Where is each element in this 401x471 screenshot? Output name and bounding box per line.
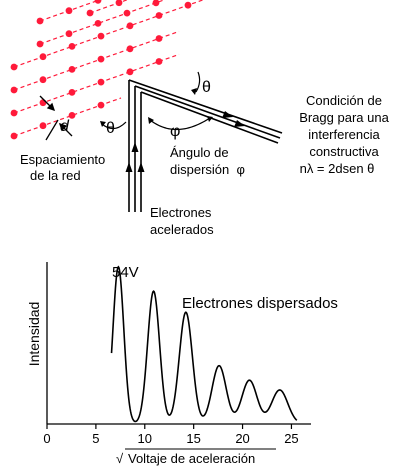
label-theta-left: θ — [106, 120, 115, 137]
x-tick-group: 0 5 10 15 20 25 — [43, 424, 299, 446]
electrons-line-1: Electrones — [150, 205, 212, 220]
scattering-angle-label: Ángulo de dispersión φ — [170, 145, 245, 177]
intensity-curve — [110, 265, 298, 423]
lattice-atom — [97, 32, 105, 40]
bragg-line-3: interferencia — [308, 127, 380, 142]
lattice-atom — [155, 35, 163, 42]
bragg-formula: nλ = 2dsen θ — [300, 161, 375, 176]
label-d: d — [60, 118, 70, 135]
lattice-atom — [39, 53, 47, 61]
angle-line-2: dispersión φ — [170, 162, 245, 177]
spacing-line-2: de la red — [30, 168, 81, 183]
lattice-atom — [68, 89, 76, 96]
scattered-beam-arrows — [222, 111, 245, 127]
peak-annotation-54v: 54V — [112, 264, 139, 281]
x-tick-label: 5 — [92, 431, 99, 446]
lattice-atom — [65, 7, 73, 15]
lattice-atom — [10, 132, 18, 140]
lattice-atom — [68, 66, 76, 73]
lattice-atom — [97, 78, 105, 86]
lattice-atom — [94, 20, 102, 27]
bragg-line-2: Bragg para una — [299, 110, 389, 125]
lattice-atom — [65, 30, 73, 38]
lattice-atom — [39, 99, 47, 107]
lattice-atom — [39, 76, 47, 84]
series-label: Electrones dispersados — [182, 295, 338, 312]
label-theta-top: θ — [202, 79, 211, 96]
lattice-atom — [115, 0, 123, 7]
lattice-atom — [97, 55, 105, 63]
bragg-line-1: Condición de — [306, 93, 382, 108]
x-axis-label: Voltaje de aceleración — [128, 451, 255, 466]
intensity-chart: 0 5 10 15 20 25 Intensidad 54V Electrones dis… — [26, 262, 338, 466]
lattice-atom — [10, 86, 18, 94]
electrons-line-2: acelerados — [150, 222, 214, 237]
lattice-atom — [126, 22, 134, 30]
bragg-line-4: constructiva — [309, 144, 379, 159]
lattice-atom — [184, 1, 192, 9]
x-tick-label: 20 — [235, 431, 249, 446]
lattice-atom — [155, 12, 163, 19]
label-phi: φ — [170, 123, 180, 140]
x-tick-label: 0 — [43, 431, 50, 446]
lattice-atom — [10, 63, 18, 71]
x-axis-sqrt-symbol: √ — [116, 451, 124, 466]
y-axis-label: Intensidad — [26, 302, 42, 367]
lattice-atom — [39, 122, 47, 130]
lattice-plane-line — [13, 0, 205, 68]
lattice-atom — [123, 9, 131, 17]
lattice-atom — [86, 9, 94, 17]
lattice-atom — [68, 112, 76, 119]
spacing-d-arrows — [39, 95, 73, 141]
lattice-atom — [36, 17, 44, 25]
lattice-atom — [97, 101, 105, 109]
lattice-atom — [152, 0, 160, 7]
x-tick-label: 10 — [138, 431, 152, 446]
lattice-plane-line — [39, 0, 101, 22]
lattice-atom — [10, 109, 18, 117]
x-tick-label: 15 — [186, 431, 200, 446]
lattice-atom — [126, 45, 134, 53]
lattice-atom — [68, 43, 76, 50]
electrons-label: Electrones acelerados — [150, 205, 214, 237]
x-tick-label: 25 — [284, 431, 298, 446]
lattice-atom — [94, 0, 102, 4]
angle-arcs — [101, 71, 211, 131]
incident-beam-arrows — [125, 142, 145, 172]
spacing-label: Espaciamiento de la red — [20, 152, 105, 183]
lattice-atom — [36, 40, 44, 48]
lattice-plane-line — [13, 30, 180, 91]
bragg-condition-text: Condición de Bragg para una interferenci… — [299, 93, 389, 176]
spacing-line-1: Espaciamiento — [20, 152, 105, 167]
lattice-atom — [126, 68, 134, 76]
angle-arrow-marks — [100, 88, 213, 127]
lattice-plane-line — [39, 0, 166, 45]
angle-line-1: Ángulo de — [170, 145, 229, 160]
lattice-plane-line — [13, 53, 180, 114]
crystal-lattice — [10, 0, 205, 140]
lattice-atom — [155, 58, 163, 65]
